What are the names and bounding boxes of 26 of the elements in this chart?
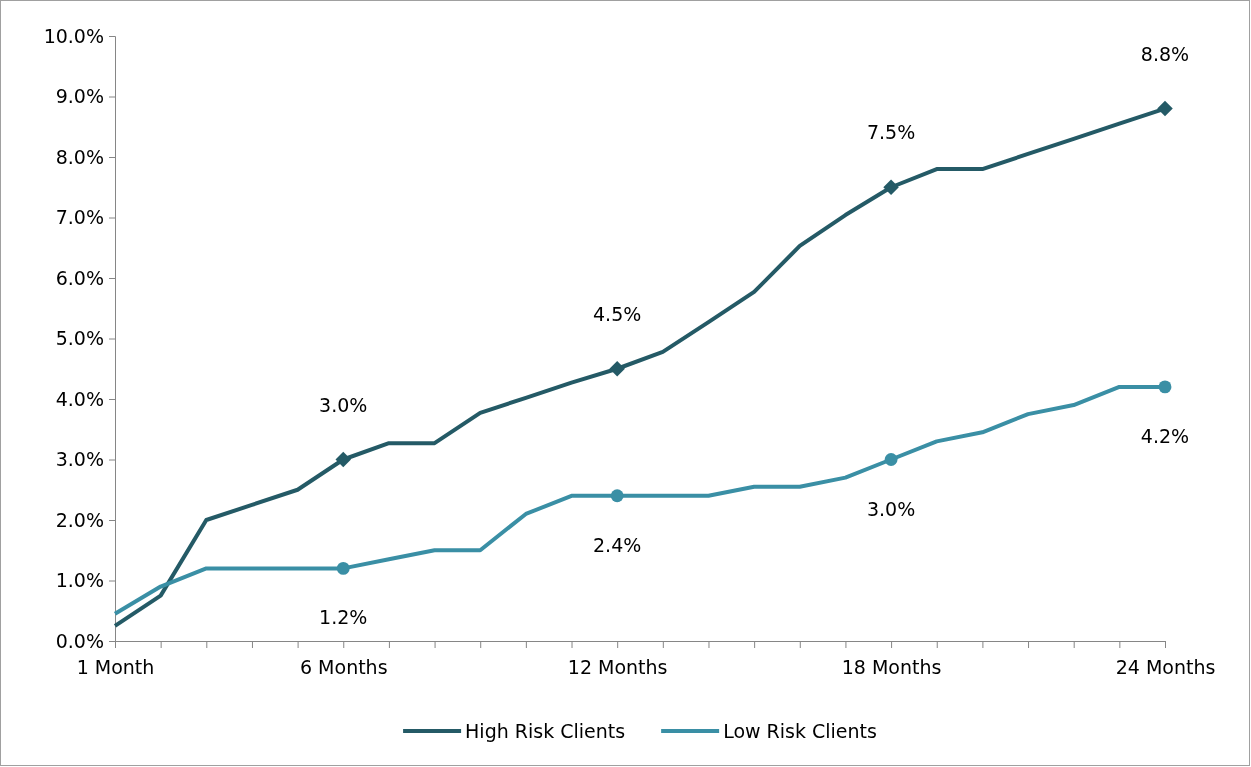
data-label: 7.5%: [866, 121, 916, 144]
x-tick-label: 6 Months: [299, 655, 388, 678]
y-tick-label: 0.0%: [55, 629, 104, 652]
data-label: 1.2%: [319, 606, 368, 629]
x-tick-label: 24 Months: [1115, 655, 1216, 678]
y-tick-label: 2.0%: [55, 508, 104, 531]
y-tick-label: 9.0%: [55, 85, 104, 108]
legend-label: High Risk Clients: [465, 719, 626, 742]
legend-label: Low Risk Clients: [723, 719, 877, 742]
y-tick-label: 6.0%: [55, 266, 104, 289]
y-tick-label: 10.0%: [43, 24, 104, 47]
y-tick-label: 1.0%: [55, 569, 104, 592]
data-label: 3.0%: [319, 393, 368, 416]
y-tick-label: 8.0%: [55, 145, 104, 168]
x-tick-label: 1 Month: [76, 655, 155, 678]
x-tick-label: 18 Months: [841, 655, 942, 678]
data-label: 4.2%: [1140, 424, 1190, 447]
data-label: 8.8%: [1140, 42, 1190, 65]
y-tick-label: 4.0%: [55, 387, 104, 410]
y-tick-label: 7.0%: [55, 206, 104, 229]
y-tick-label: 3.0%: [55, 448, 104, 471]
data-label: 4.5%: [593, 302, 642, 325]
data-label: 2.4%: [593, 533, 642, 556]
y-tick-label: 5.0%: [55, 327, 104, 350]
data-label: 3.0%: [866, 497, 916, 520]
x-tick-label: 12 Months: [567, 655, 668, 678]
